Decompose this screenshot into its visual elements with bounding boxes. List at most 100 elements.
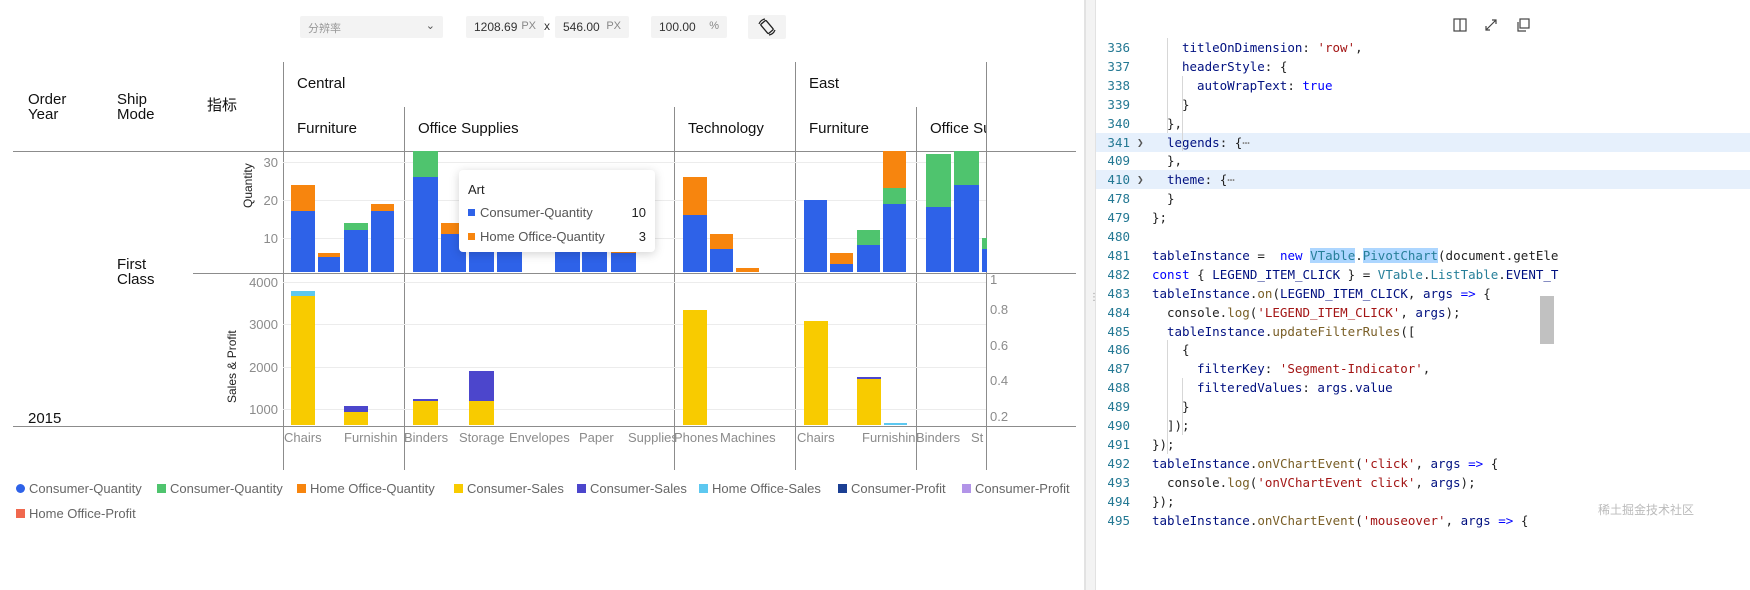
bar-consumer-quantity[interactable] — [804, 199, 827, 272]
legend-item[interactable]: Consumer-Quantity — [157, 481, 283, 496]
code-line[interactable]: 487 filterKey: 'Segment-Indicator', — [1096, 359, 1750, 378]
bar-consumer-sales[interactable] — [413, 399, 438, 402]
bar-home-office-quantity[interactable] — [710, 234, 733, 250]
bar-consumer-sales[interactable] — [683, 310, 707, 425]
code-line[interactable]: 409}, — [1096, 151, 1750, 170]
bar-consumer-quantity[interactable] — [469, 249, 494, 272]
resolution-select[interactable]: 分辨率 ⌄ — [300, 16, 443, 38]
bar-home-office-sales[interactable] — [291, 291, 315, 296]
bar-consumer-quantity[interactable] — [413, 177, 438, 272]
expand-icon[interactable] — [1483, 17, 1499, 33]
code-line[interactable]: 495 tableInstance.onVChartEvent('mouseove… — [1096, 511, 1750, 530]
code-line[interactable]: 479}; — [1096, 208, 1750, 227]
bar-consumer-quantity[interactable] — [344, 222, 368, 231]
zoom-input[interactable]: 100.00 % — [651, 16, 727, 38]
legend-item[interactable]: Consumer-Profit — [838, 481, 946, 496]
bar-consumer-quantity[interactable] — [982, 237, 987, 250]
bar-consumer-quantity[interactable] — [883, 188, 906, 204]
legend-item[interactable]: Home Office-Sales — [699, 481, 821, 496]
code-line[interactable]: 490]); — [1096, 416, 1750, 435]
bar-consumer-quantity[interactable] — [413, 151, 438, 177]
bar-consumer-sales[interactable] — [804, 320, 828, 425]
y-tick-2000: 2000 — [249, 360, 278, 375]
code-line[interactable]: 338 autoWrapText: true — [1096, 76, 1750, 95]
tooltip-row: Consumer-Quantity 10 — [468, 205, 646, 220]
height-input[interactable]: 546.00 PX — [555, 16, 629, 38]
table-divider — [193, 273, 1076, 274]
bar-consumer-quantity[interactable] — [954, 184, 979, 272]
legend-item[interactable]: Consumer-Quantity — [16, 481, 142, 496]
bar-consumer-sales[interactable] — [469, 370, 494, 402]
code-line[interactable]: 494}); — [1096, 492, 1750, 511]
bar-consumer-sales[interactable] — [291, 295, 315, 425]
line-number: 479 — [1107, 210, 1130, 226]
rotate-button[interactable] — [748, 15, 786, 39]
bar-home-office-quantity[interactable] — [371, 203, 394, 212]
code-line[interactable]: 339} — [1096, 95, 1750, 114]
legend-item[interactable]: Consumer-Profit — [962, 481, 1070, 496]
split-view-icon[interactable] — [1452, 17, 1468, 33]
code-line[interactable]: 337 headerStyle: { — [1096, 57, 1750, 76]
code-line[interactable]: 489} — [1096, 397, 1750, 416]
bar-home-office-quantity[interactable] — [441, 222, 466, 234]
bar-consumer-quantity[interactable] — [982, 249, 987, 272]
bar-consumer-sales[interactable] — [344, 412, 368, 425]
split-divider[interactable]: ⋮ — [1085, 0, 1099, 590]
bar-home-office-quantity[interactable] — [318, 253, 340, 257]
bar-consumer-quantity[interactable] — [291, 211, 315, 272]
fold-chevron-icon[interactable]: ❯ — [1137, 173, 1144, 187]
bar-consumer-quantity[interactable] — [344, 230, 368, 272]
code-line[interactable]: 485 tableInstance.updateFilterRules([ — [1096, 322, 1750, 341]
bar-home-office-sales[interactable] — [884, 423, 907, 425]
bar-consumer-sales[interactable] — [344, 406, 368, 413]
bar-consumer-quantity[interactable] — [830, 264, 853, 272]
bar-consumer-sales[interactable] — [469, 401, 494, 425]
bar-consumer-quantity[interactable] — [926, 207, 951, 272]
bar-consumer-quantity[interactable] — [926, 154, 951, 208]
code-line[interactable]: 482 const { LEGEND_ITEM_CLICK } = VTable.… — [1096, 265, 1750, 284]
copy-icon[interactable] — [1515, 17, 1531, 33]
code-line[interactable]: 480 — [1096, 227, 1750, 246]
code-line[interactable]: 410 ❯ theme: {⋯ — [1096, 170, 1750, 190]
line-number: 483 — [1107, 285, 1130, 301]
editor-scrollbar[interactable] — [1540, 296, 1554, 344]
axis-title-quantity: Quantity — [241, 163, 255, 208]
bar-consumer-sales[interactable] — [857, 379, 881, 425]
bar-consumer-quantity[interactable] — [857, 230, 880, 246]
bar-home-office-quantity[interactable] — [291, 184, 315, 212]
code-line[interactable]: 336 titleOnDimension: 'row', — [1096, 38, 1750, 57]
code-line[interactable]: 486 { — [1096, 340, 1750, 359]
bar-consumer-sales[interactable] — [413, 401, 438, 425]
code-line[interactable]: 488 filteredValues: args.value — [1096, 378, 1750, 397]
code-line[interactable]: 484 console.log('LEGEND_ITEM_CLICK', args… — [1096, 303, 1750, 322]
bar-home-office-quantity[interactable] — [683, 177, 707, 215]
code-line[interactable]: 478} — [1096, 189, 1750, 208]
bar-home-office-quantity[interactable] — [883, 151, 906, 189]
col-header-east: East — [809, 75, 840, 92]
bar-consumer-quantity[interactable] — [710, 249, 733, 272]
code-line[interactable]: 481 tableInstance = new VTable.PivotChart… — [1096, 246, 1750, 265]
bar-consumer-quantity[interactable] — [318, 256, 340, 272]
code-line[interactable]: 483 tableInstance.on(LEGEND_ITEM_CLICK, a… — [1096, 284, 1750, 303]
bar-consumer-quantity[interactable] — [611, 253, 636, 272]
legend-item[interactable]: Consumer-Sales — [454, 481, 564, 496]
code-line[interactable]: 493 console.log('onVChartEvent click', ar… — [1096, 473, 1750, 492]
code-line[interactable]: 492 tableInstance.onVChartEvent('click', … — [1096, 454, 1750, 473]
legend-item[interactable]: Consumer-Sales — [577, 481, 687, 496]
fold-chevron-icon[interactable]: ❯ — [1137, 135, 1144, 149]
bar-consumer-quantity[interactable] — [497, 249, 522, 272]
legend-item[interactable]: Home Office-Profit — [16, 506, 136, 521]
bar-consumer-sales[interactable] — [857, 377, 881, 380]
code-line[interactable]: 491}); — [1096, 435, 1750, 454]
legend-item[interactable]: Home Office-Quantity — [297, 481, 435, 496]
bar-home-office-quantity[interactable] — [830, 253, 853, 265]
bar-consumer-quantity[interactable] — [371, 211, 394, 272]
bar-consumer-quantity[interactable] — [857, 245, 880, 272]
width-input[interactable]: 1208.69 PX — [466, 16, 544, 38]
code-line[interactable]: 340}, — [1096, 114, 1750, 133]
bar-home-office-quantity[interactable] — [736, 268, 759, 272]
bar-consumer-quantity[interactable] — [883, 203, 906, 272]
code-line[interactable]: 341 ❯ legends: {⋯ — [1096, 132, 1750, 152]
bar-consumer-quantity[interactable] — [683, 215, 707, 272]
bar-consumer-quantity[interactable] — [954, 151, 979, 185]
